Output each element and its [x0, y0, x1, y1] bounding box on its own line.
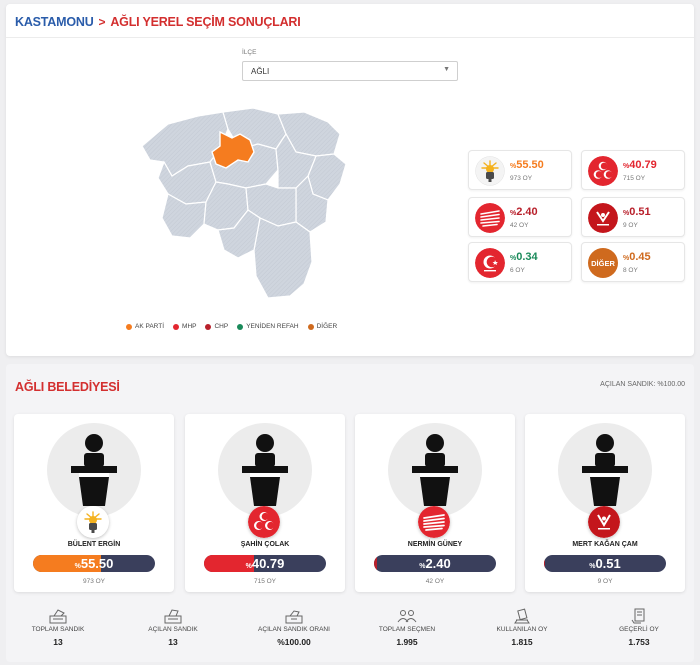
legend-dot — [307, 323, 314, 330]
candidate-name: MERT KAĞAN ÇAM — [572, 541, 638, 548]
district-select[interactable]: AĞLI ▼ — [242, 61, 458, 81]
valid-vote-icon — [631, 608, 645, 624]
party-result-chp[interactable]: %2.40 42 OY — [468, 197, 572, 237]
party-votes: 715 OY — [623, 175, 646, 182]
legend-dot — [126, 323, 132, 330]
yeniden-refah-logo — [475, 248, 505, 278]
municipality-results-card: AĞLI BELEDİYESİ AÇILAN SANDIK: %100.00 B… — [6, 364, 694, 662]
candidate-pct: %55.50 — [74, 556, 114, 571]
municipality-title: AĞLI BELEDİYESİ — [15, 380, 120, 394]
candidate-vote-bar: %2.40 — [374, 555, 496, 572]
candidate-votes: 973 OY — [82, 578, 106, 585]
candidate-placeholder-icon — [242, 434, 288, 506]
chp-logo — [475, 203, 505, 233]
page-title: AĞLI YEREL SEÇİM SONUÇLARI — [110, 15, 301, 29]
zafer-logo — [588, 203, 618, 233]
party-result-mhp[interactable]: %40.79 715 OY — [581, 150, 685, 190]
district-select-label: İLÇE — [242, 49, 257, 56]
voters-icon — [397, 610, 417, 623]
chevron-down-icon: ▼ — [443, 66, 450, 73]
opened-boxes-ratio: AÇILAN SANDIK: %100.00 — [600, 381, 685, 388]
party-votes: 973 OY — [510, 175, 533, 182]
legend-dot — [173, 323, 180, 330]
party-votes: 42 OY — [510, 222, 529, 229]
stat-total-boxes: TOPLAM SANDIK 13 — [3, 608, 113, 647]
party-pct: %40.79 — [623, 159, 657, 171]
ballot-box-icon — [49, 609, 67, 624]
diger-logo: DİĞER — [588, 248, 618, 278]
legend-item: CHP — [205, 323, 228, 330]
candidate-pct: %2.40 — [419, 556, 451, 571]
candidate-votes: 9 OY — [597, 578, 613, 585]
breadcrumb-province[interactable]: KASTAMONU — [15, 15, 94, 29]
legend-item: DİĞER — [307, 323, 337, 330]
map-results-card: KASTAMONU > AĞLI YEREL SEÇİM SONUÇLARI İLÇ… — [6, 4, 694, 356]
candidate-placeholder-icon — [412, 434, 458, 506]
ak-parti-logo — [475, 156, 505, 186]
district-region — [161, 193, 207, 239]
candidate-placeholder-icon — [71, 434, 117, 506]
zafer-logo — [588, 506, 620, 538]
party-votes: 9 OY — [623, 222, 638, 229]
party-result-yeniden-refah[interactable]: %0.34 6 OY — [468, 242, 572, 282]
breadcrumb: KASTAMONU > AĞLI YEREL SEÇİM SONUÇLARI — [15, 15, 301, 29]
agli-district-highlight — [211, 130, 255, 169]
candidate-vote-bar-fill — [544, 555, 545, 572]
legend-item: MHP — [173, 323, 196, 330]
candidate-vote-bar-fill — [33, 555, 101, 572]
candidate-placeholder-icon — [582, 434, 628, 506]
stat-votes-cast: KULLANILAN OY 1.815 — [467, 608, 577, 647]
candidate-card[interactable]: ŞAHİN ÇOLAK %40.79 715 OY — [185, 414, 345, 592]
party-votes: 8 OY — [623, 267, 638, 274]
legend-dot — [205, 323, 212, 330]
candidate-votes: 42 OY — [425, 578, 445, 585]
open-ballot-box-icon — [164, 609, 182, 624]
candidate-vote-bar: %40.79 — [204, 555, 326, 572]
candidate-pct: %0.51 — [589, 556, 621, 571]
candidate-vote-bar: %55.50 — [33, 555, 155, 572]
legend-dot — [237, 323, 244, 330]
stat-total-voters: TOPLAM SEÇMEN 1.995 — [352, 608, 462, 647]
party-pct: %0.51 — [623, 206, 651, 218]
map-legend: AK PARTİ MHP CHP YENİDEN REFAH DİĞER — [126, 323, 337, 330]
candidate-card[interactable]: MERT KAĞAN ÇAM %0.51 9 OY — [525, 414, 685, 592]
candidate-votes: 715 OY — [253, 578, 277, 585]
party-votes: 6 OY — [510, 267, 525, 274]
vote-cast-icon — [514, 608, 530, 624]
candidate-pct: %40.79 — [245, 556, 285, 571]
party-result-diger[interactable]: DİĞER %0.45 8 OY — [581, 242, 685, 282]
district-region — [217, 209, 261, 259]
candidate-vote-bar-fill — [374, 555, 377, 572]
ballot-box-ratio-icon — [285, 610, 303, 624]
legend-item: AK PARTİ — [126, 323, 164, 330]
chp-logo — [418, 506, 450, 538]
candidate-name: NERMİN GÜNEY — [407, 541, 463, 548]
breadcrumb-separator-icon: > — [98, 15, 106, 29]
party-result-zafer[interactable]: %0.51 9 OY — [581, 197, 685, 237]
mhp-logo — [588, 156, 618, 186]
ak-parti-logo — [77, 506, 109, 538]
legend-item: YENİDEN REFAH — [237, 323, 299, 330]
candidate-name: ŞAHİN ÇOLAK — [240, 541, 290, 548]
stat-valid-votes: GEÇERLİ OY 1.753 — [584, 608, 694, 647]
district-select-value: AĞLI — [251, 67, 270, 76]
candidate-card[interactable]: NERMİN GÜNEY %2.40 42 OY — [355, 414, 515, 592]
stat-opened-boxes: AÇILAN SANDIK 13 — [118, 608, 228, 647]
candidate-vote-bar-fill — [204, 555, 254, 572]
party-pct: %55.50 — [510, 159, 544, 171]
divider — [6, 37, 694, 38]
district-region — [253, 217, 313, 299]
candidate-vote-bar: %0.51 — [544, 555, 666, 572]
candidate-name: BÜLENT ERGİN — [67, 541, 121, 548]
stat-opened-ratio: AÇILAN SANDIK ORANI %100.00 — [239, 608, 349, 647]
mhp-logo — [248, 506, 280, 538]
party-result-ak-parti[interactable]: %55.50 973 OY — [468, 150, 572, 190]
party-pct: %2.40 — [510, 206, 538, 218]
candidate-card[interactable]: BÜLENT ERGİN %55.50 973 OY — [14, 414, 174, 592]
party-pct: %0.34 — [510, 251, 538, 263]
district-map — [141, 107, 347, 299]
party-pct: %0.45 — [623, 251, 651, 263]
